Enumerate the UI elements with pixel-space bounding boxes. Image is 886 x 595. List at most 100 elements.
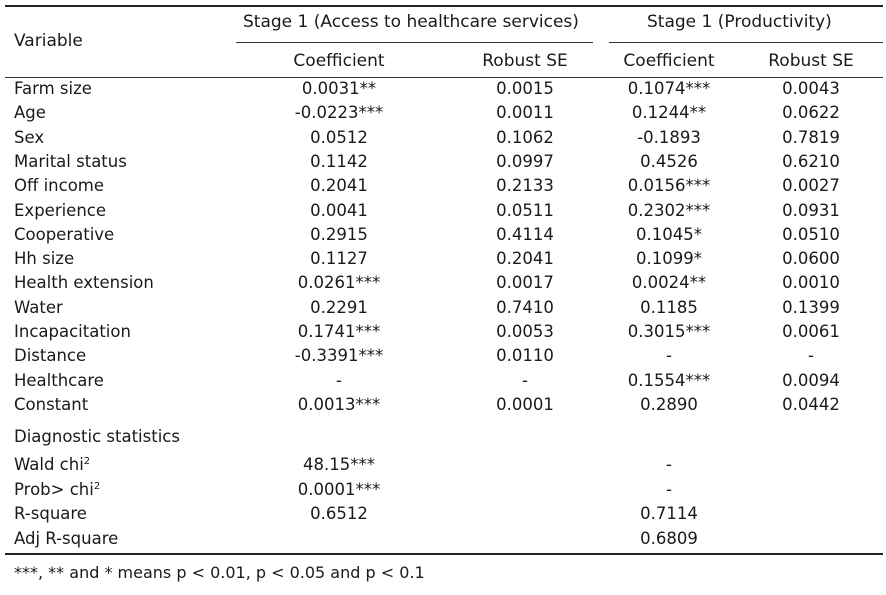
diagnostic-name: Adj R-square bbox=[14, 529, 118, 548]
row-variable: Experience bbox=[14, 200, 107, 220]
table-row: Distance -0.3391*** 0.0110 - - bbox=[0, 346, 886, 370]
row-se-b: 0.0622 bbox=[782, 103, 840, 123]
row-coefficient-a: 0.0031** bbox=[301, 79, 377, 98]
table-row: Farm size 0.0031** 0.0015 0.1074*** 0.0043 bbox=[0, 79, 886, 103]
diagnostic-name-text: Adj R-square bbox=[14, 528, 119, 548]
row-coefficient-a: -0.0223*** bbox=[294, 103, 384, 123]
row-se-a: 0.0001 bbox=[496, 394, 554, 414]
row-variable: Farm size bbox=[14, 79, 92, 98]
row-coefficient-a: -0.3391*** bbox=[294, 346, 384, 366]
row-se-a: 0.0011 bbox=[496, 103, 554, 123]
row-coefficient-a: 0.1127 bbox=[310, 249, 368, 269]
row-coefficient-b: 0.3015*** bbox=[627, 322, 711, 341]
row-variable: Marital status bbox=[14, 151, 127, 171]
row-coefficient-b: 0.0024** bbox=[631, 273, 707, 293]
row-coefficient-b: 0.2890 bbox=[640, 394, 698, 414]
row-se-b: 0.0027 bbox=[782, 176, 840, 196]
row-se-b: 0.1399 bbox=[782, 297, 840, 317]
row-variable: Incapacitation bbox=[14, 322, 131, 341]
row-se-a: 0.0110 bbox=[496, 346, 554, 366]
row-coefficient-a: 0.0013*** bbox=[297, 394, 381, 414]
row-coefficient-a: 0.0261*** bbox=[297, 273, 381, 293]
row-se-a: 0.0053 bbox=[496, 322, 554, 341]
table-row: Healthcare - - 0.1554*** 0.0094 bbox=[0, 371, 886, 395]
diagnostic-value-a: 48.15*** bbox=[303, 455, 375, 474]
row-variable: Off income bbox=[14, 176, 105, 196]
table-row: Sex 0.0512 0.1062 -0.1893 0.7819 bbox=[0, 128, 886, 152]
row-se-a: 0.2041 bbox=[496, 249, 554, 269]
row-coefficient-b: 0.1099* bbox=[636, 249, 702, 269]
row-se-b: 0.7819 bbox=[782, 127, 840, 147]
table-row: Age -0.0223*** 0.0011 0.1244** 0.0622 bbox=[0, 103, 886, 127]
diagnostic-name-text: Wald chi bbox=[14, 455, 84, 474]
row-se-a: 0.1062 bbox=[496, 127, 554, 147]
row-coefficient-b: 0.1185 bbox=[640, 297, 698, 317]
diagnostic-value-a: 0.6512 bbox=[310, 504, 368, 523]
diagnostic-name: Wald chi2 bbox=[14, 455, 90, 474]
row-se-b: 0.0931 bbox=[782, 200, 840, 220]
variable-header: Variable bbox=[14, 31, 83, 51]
table-row: Cooperative 0.2915 0.4114 0.1045* 0.0510 bbox=[0, 225, 886, 249]
row-coefficient-a: 0.2915 bbox=[310, 224, 368, 244]
table-row: Constant 0.0013*** 0.0001 0.2890 0.0442 bbox=[0, 395, 886, 419]
row-variable: Water bbox=[14, 297, 63, 317]
table-row: Water 0.2291 0.7410 0.1185 0.1399 bbox=[0, 298, 886, 322]
row-coefficient-b: 0.4526 bbox=[640, 151, 698, 171]
row-se-a: - bbox=[522, 370, 528, 390]
row-coefficient-b: 0.2302*** bbox=[627, 200, 711, 220]
row-coefficient-a: 0.2041 bbox=[310, 176, 368, 196]
diagnostic-name: R-square bbox=[14, 504, 87, 523]
robust-se-header-a: Robust SE bbox=[482, 51, 568, 71]
row-variable: Sex bbox=[14, 127, 45, 147]
row-coefficient-b: 0.1554*** bbox=[627, 370, 711, 390]
row-se-a: 0.7410 bbox=[496, 297, 554, 317]
row-se-a: 0.0997 bbox=[496, 151, 554, 171]
row-se-a: 0.4114 bbox=[496, 224, 554, 244]
diagnostic-value-b: - bbox=[666, 479, 672, 499]
diagnostic-row: Prob> chi2 0.0001*** - bbox=[0, 480, 886, 504]
diagnostic-value-a: 0.0001*** bbox=[297, 479, 381, 499]
diagnostic-row: R-square 0.6512 0.7114 bbox=[0, 504, 886, 528]
robust-se-header-b: Robust SE bbox=[768, 51, 854, 71]
header-rule bbox=[5, 77, 883, 78]
row-se-b: 0.0600 bbox=[782, 249, 840, 269]
table-row: Experience 0.0041 0.0511 0.2302*** 0.0931 bbox=[0, 201, 886, 225]
row-variable: Hh size bbox=[14, 249, 75, 269]
diagnostic-value-b: - bbox=[666, 455, 672, 474]
significance-note: ***, ** and * means p < 0.01, p < 0.05 a… bbox=[14, 563, 425, 582]
diagnostic-superscript: 2 bbox=[83, 456, 91, 467]
diagnostic-row: Wald chi2 48.15*** - bbox=[0, 455, 886, 479]
row-coefficient-a: 0.0041 bbox=[310, 200, 368, 220]
row-se-a: 0.0511 bbox=[496, 200, 554, 220]
row-se-b: 0.0061 bbox=[782, 322, 840, 341]
row-se-b: 0.6210 bbox=[782, 151, 840, 171]
row-variable: Age bbox=[14, 103, 46, 123]
stage-a-underline bbox=[236, 42, 593, 43]
row-coefficient-a: - bbox=[336, 370, 342, 390]
row-se-b: 0.0442 bbox=[782, 394, 840, 414]
table-top-rule bbox=[5, 5, 883, 7]
row-se-b: - bbox=[808, 346, 814, 366]
row-variable: Constant bbox=[14, 394, 89, 414]
row-coefficient-a: 0.2291 bbox=[310, 297, 368, 317]
row-se-a: 0.2133 bbox=[496, 176, 554, 196]
row-coefficient-a: 0.0512 bbox=[310, 127, 368, 147]
row-se-b: 0.0510 bbox=[782, 224, 840, 244]
coefficient-header-b: Coefficient bbox=[623, 51, 715, 71]
row-se-a: 0.0017 bbox=[496, 273, 554, 293]
row-coefficient-b: 0.0156*** bbox=[627, 176, 711, 196]
table-row: Marital status 0.1142 0.0997 0.4526 0.6210 bbox=[0, 152, 886, 176]
row-coefficient-b: 0.1045* bbox=[636, 224, 702, 244]
table-bottom-rule bbox=[5, 553, 883, 555]
diagnostic-superscript: 2 bbox=[93, 480, 101, 492]
diagnostic-name-text: R-square bbox=[14, 504, 87, 523]
row-se-b: 0.0010 bbox=[782, 273, 840, 293]
diagnostic-value-b: 0.7114 bbox=[640, 504, 698, 523]
row-variable: Health extension bbox=[14, 273, 154, 293]
diagnostic-name-text: Prob> chi bbox=[14, 479, 94, 499]
row-coefficient-b: 0.1244** bbox=[631, 103, 707, 123]
table-row: Hh size 0.1127 0.2041 0.1099* 0.0600 bbox=[0, 249, 886, 273]
stage-b-underline bbox=[609, 42, 883, 43]
row-coefficient-b: - bbox=[666, 346, 672, 366]
stage-access-header: Stage 1 (Access to healthcare services) bbox=[243, 12, 579, 32]
